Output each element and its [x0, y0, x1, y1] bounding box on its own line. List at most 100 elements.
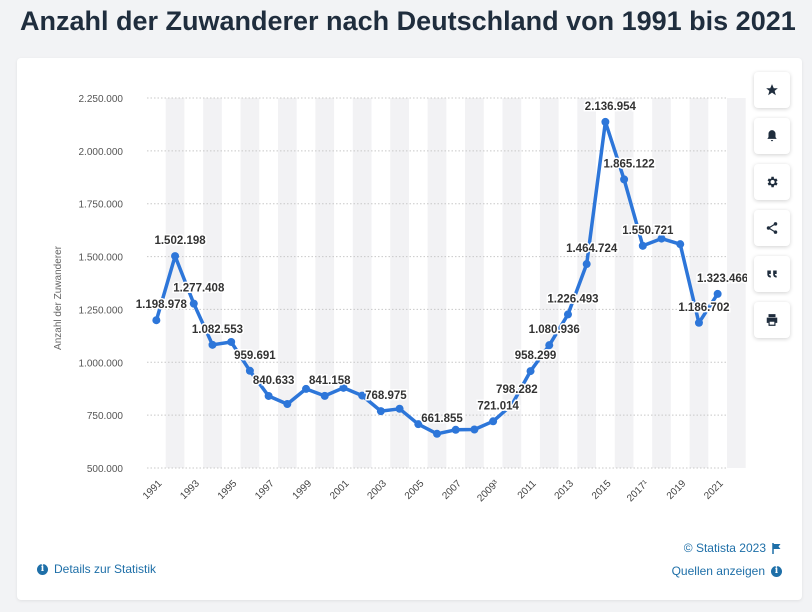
x-tick-label: 2015 — [590, 478, 614, 502]
settings-button[interactable] — [754, 164, 790, 200]
data-point — [713, 289, 722, 298]
notification-button[interactable] — [754, 118, 790, 154]
favorite-button[interactable] — [754, 72, 790, 108]
share-icon — [766, 222, 778, 234]
data-point — [451, 425, 460, 434]
column-band — [427, 98, 447, 468]
data-label: 661.855 — [421, 413, 463, 425]
x-tick-label: 2017¹ — [625, 478, 651, 504]
bell-icon — [767, 130, 777, 142]
data-label: 1.226.493 — [547, 293, 598, 305]
x-tick-label: 1991 — [141, 478, 165, 502]
data-point — [208, 340, 217, 349]
data-point — [283, 400, 292, 409]
data-label: 798.282 — [496, 384, 538, 396]
star-icon — [766, 84, 778, 96]
copyright-text: © Statista 2023 — [683, 541, 766, 555]
data-point — [582, 260, 591, 269]
y-tick-label: 1.500.000 — [79, 253, 124, 264]
column-band — [577, 98, 597, 468]
data-label: 840.633 — [253, 375, 295, 387]
print-button[interactable] — [754, 302, 790, 338]
y-tick-label: 2.000.000 — [79, 147, 124, 158]
data-point — [376, 407, 385, 416]
data-label: 1.323.466 — [697, 273, 747, 285]
column-band — [352, 98, 372, 468]
details-label: Details zur Statistik — [54, 562, 157, 576]
y-tick-label: 1.750.000 — [79, 200, 124, 211]
column-band — [240, 98, 260, 468]
column-band — [614, 98, 634, 468]
data-label: 2.136.954 — [585, 101, 637, 113]
column-band — [390, 98, 409, 468]
data-label: 1.082.553 — [192, 324, 243, 336]
data-point — [676, 240, 685, 249]
gear-icon — [767, 176, 778, 188]
column-band — [465, 98, 484, 468]
x-tick-label: 1997 — [253, 478, 277, 502]
x-tick-label: 2001 — [328, 478, 352, 502]
column-band — [502, 98, 522, 468]
data-label: 841.158 — [309, 375, 351, 387]
share-button[interactable] — [754, 210, 790, 246]
column-band — [315, 98, 335, 468]
data-label: 1.550.721 — [622, 225, 674, 237]
x-tick-label: 1999 — [291, 478, 315, 502]
sources-link[interactable]: Quellen anzeigen i — [672, 564, 782, 578]
x-tick-label: 2021 — [702, 478, 726, 502]
column-band — [165, 98, 185, 468]
print-icon — [766, 314, 778, 326]
data-point — [620, 175, 629, 184]
page-title: Anzahl der Zuwanderer nach Deutschland v… — [20, 6, 796, 36]
data-label: 1.198.978 — [136, 299, 188, 311]
data-point — [694, 318, 703, 327]
info-icon: i — [37, 563, 48, 575]
data-point — [601, 117, 610, 126]
column-band — [277, 98, 297, 468]
flag-icon — [772, 542, 781, 554]
data-label: 1.277.408 — [173, 283, 225, 295]
data-point — [638, 241, 647, 250]
data-point — [320, 391, 329, 400]
cite-button[interactable] — [754, 256, 790, 292]
data-point — [302, 384, 311, 393]
details-link[interactable]: i Details zur Statistik — [37, 562, 156, 576]
data-point — [526, 367, 535, 376]
data-point — [563, 310, 572, 319]
x-tick-label: 2009³ — [475, 478, 501, 504]
data-point — [245, 366, 254, 375]
y-tick-label: 1.250.000 — [79, 305, 124, 316]
column-band — [203, 98, 222, 468]
y-tick-label: 500.000 — [87, 464, 124, 475]
data-point — [414, 420, 423, 429]
sources-label: Quellen anzeigen — [671, 564, 765, 578]
x-tick-label: 2003 — [365, 478, 389, 502]
data-point — [395, 404, 404, 413]
data-label: 1.464.724 — [566, 243, 618, 255]
y-tick-label: 750.000 — [87, 411, 124, 422]
data-label: 721.014 — [477, 400, 519, 412]
x-tick-label: 2005 — [403, 478, 427, 502]
x-tick-label: 1995 — [216, 478, 240, 502]
data-point — [152, 316, 161, 325]
column-band — [539, 98, 559, 468]
y-tick-label: 1.000.000 — [79, 358, 124, 369]
data-point — [339, 383, 348, 392]
y-tick-label: 2.250.000 — [79, 94, 124, 105]
data-point — [358, 391, 367, 400]
data-label: 1.080.936 — [529, 324, 580, 336]
quote-icon — [767, 270, 777, 278]
x-tick-label: 1993 — [178, 478, 202, 502]
data-point — [470, 425, 479, 434]
info-icon: i — [771, 565, 782, 577]
column-band — [727, 98, 746, 468]
y-axis-label: Anzahl der Zuwanderer — [53, 245, 64, 350]
data-label: 958.299 — [515, 350, 557, 362]
column-band — [689, 98, 709, 468]
copyright-notice[interactable]: © Statista 2023 — [684, 541, 782, 555]
x-tick-label: 2007 — [440, 478, 464, 502]
data-point — [507, 400, 516, 409]
data-point — [657, 234, 666, 243]
data-point — [264, 391, 273, 400]
data-label: 768.975 — [365, 390, 407, 402]
